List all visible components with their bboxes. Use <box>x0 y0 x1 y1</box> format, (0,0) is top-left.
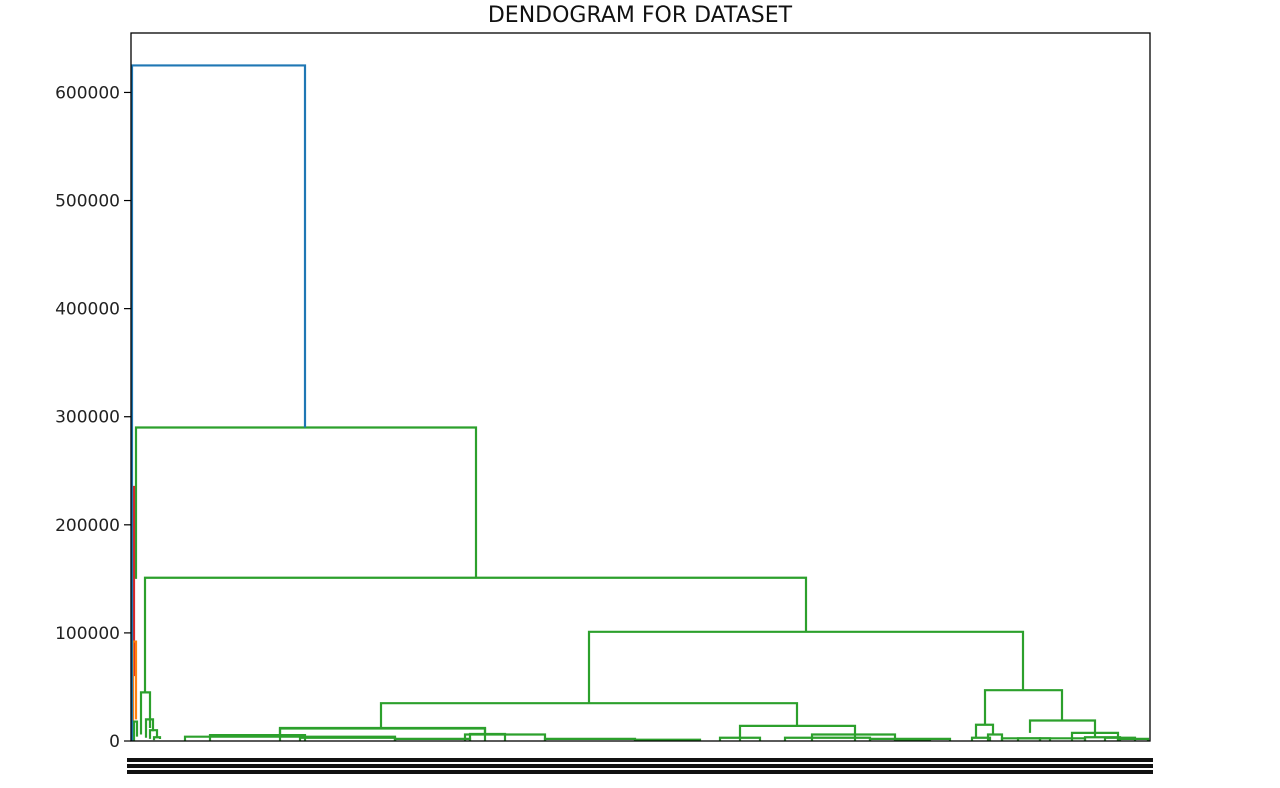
dendrogram-link <box>208 733 307 741</box>
dendrogram-link <box>974 723 995 739</box>
y-tick-label: 600000 <box>55 83 120 103</box>
axes-frame <box>130 32 1151 742</box>
dendrogram-link <box>143 576 808 693</box>
y-tick-label: 200000 <box>55 516 120 536</box>
dendrogram-link <box>468 732 507 741</box>
y-tick-label: 500000 <box>55 192 120 212</box>
y-tick-label: 100000 <box>55 624 120 644</box>
leaf-label-band <box>127 770 1153 774</box>
dendrogram-link <box>134 426 478 579</box>
dendrogram-links <box>130 64 1150 741</box>
dendrogram-link <box>893 738 932 741</box>
dendrogram-link <box>379 702 799 729</box>
y-axis: 0 100000 200000 300000 400000 500000 600000 <box>55 83 131 752</box>
dendrogram-link <box>152 736 162 741</box>
x-leaf-labels <box>127 758 1153 774</box>
dendrogram-link <box>1028 719 1097 738</box>
dendrogram-link <box>970 736 992 741</box>
y-tick-label: 400000 <box>55 300 120 320</box>
dendrogram-link <box>139 691 152 735</box>
y-tick-label: 0 <box>109 732 120 752</box>
chart-title: DENDOGRAM FOR DATASET <box>488 3 793 28</box>
dendrogram-link <box>144 718 155 738</box>
dendrogram-link <box>130 64 307 741</box>
y-tick-label: 300000 <box>55 408 120 428</box>
dendrogram-link <box>587 630 1025 704</box>
leaf-label-band <box>127 764 1153 768</box>
dendrogram-link <box>1016 737 1052 741</box>
leaf-label-band <box>127 758 1153 762</box>
dendrogram-link <box>132 720 139 741</box>
dendrogram-link <box>1116 737 1150 741</box>
dendrogram-link <box>148 729 159 739</box>
dendrogram-link <box>983 689 1064 725</box>
dendrogram-link <box>278 726 487 738</box>
